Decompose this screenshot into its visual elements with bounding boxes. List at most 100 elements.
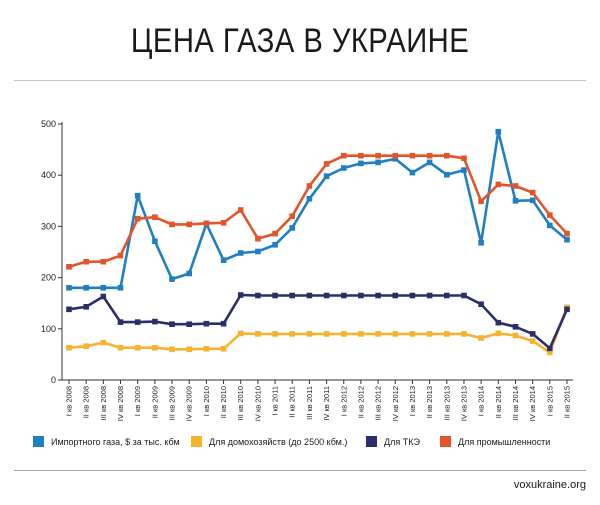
chart-legend: Импортного газа, $ за тыс. кбм Для домох… [0,436,600,452]
series-point-0 [169,276,175,282]
series-point-2 [323,292,330,299]
y-tick-label: 200 [41,273,56,283]
x-tick-label: I кв 2015 [545,386,554,416]
chart-axes: 0 100 200 300 400 500 I кв 2008 II кв 2008 III к… [41,119,573,421]
series-point-2 [186,321,192,327]
series-point-0 [341,165,347,171]
series-point-1 [220,346,227,352]
series-point-3 [203,220,210,227]
series-point-3 [529,189,536,196]
x-tick-label: IV кв 2013 [459,386,468,421]
series-point-1 [529,338,536,344]
series-point-1 [306,331,313,337]
series-point-3 [564,230,570,237]
series-point-0 [409,169,416,176]
series-point-3 [255,235,261,242]
x-tick-label: II кв 2013 [425,386,434,418]
series-point-0 [152,238,158,244]
line-chart: 0 100 200 300 400 500 I кв 2008 II кв 2008 III к… [41,119,573,421]
series-point-0 [564,236,570,243]
series-point-3 [323,161,330,167]
x-tick-label: II кв 2009 [150,386,159,418]
series-point-1 [100,339,107,346]
series-point-2 [289,292,295,299]
series-point-1 [203,346,210,352]
x-tick-label: IV кв 2010 [253,386,262,421]
series-point-0 [186,270,192,277]
series-line-0 [69,130,568,290]
x-tick-label: II кв 2014 [494,386,503,418]
legend-label-households: Для домохозяйств (до 2500 кбм.) [209,436,348,447]
series-point-3 [512,183,519,189]
series-point-2 [495,319,502,326]
series-point-3 [186,221,192,228]
x-tick-label: III кв 2011 [305,386,314,420]
x-tick-label: II кв 2010 [219,386,228,418]
series-point-1 [547,349,553,356]
series-point-3 [341,152,347,159]
legend-swatch-households [191,436,202,447]
y-tick-label: 400 [41,170,56,180]
series-point-0 [547,222,553,229]
series-point-3 [152,214,158,220]
series-point-2 [409,292,416,299]
legend-item-import: Импортного газа, $ за тыс. кбм [33,436,180,447]
series-point-0 [306,196,313,202]
legend-swatch-industry [440,436,451,447]
series-point-0 [289,225,295,231]
series-point-1 [169,346,175,353]
series-point-1 [341,331,347,337]
series-point-0 [220,257,227,263]
series-point-1 [461,331,467,337]
series-point-0 [117,285,124,291]
series-point-3 [100,258,107,265]
x-tick-label: I кв 2011 [271,386,280,416]
series-point-1 [152,344,158,351]
series-points [66,128,570,356]
series-point-3 [375,152,381,159]
series-point-1 [255,331,261,337]
x-tick-label: III кв 2012 [374,386,383,420]
series-point-0 [83,285,89,291]
legend-label-industry: Для промышленности [458,436,551,447]
series-point-0 [392,156,399,162]
series-point-0 [444,171,450,178]
x-tick-label: IV кв 2009 [185,386,194,421]
series-point-1 [512,332,519,339]
series-point-3 [358,152,364,159]
legend-label-tke: Для ТКЭ [384,436,420,447]
series-point-1 [186,346,192,353]
series-point-1 [495,330,502,337]
x-tick-label: IV кв 2008 [116,386,125,421]
x-tick-label: IV кв 2011 [322,386,331,421]
x-tick-label: I кв 2012 [339,386,348,416]
x-tick-label: I кв 2009 [133,386,142,416]
series-point-0 [375,159,381,166]
page-title: ЦЕНА ГАЗА В УКРАИНЕ [130,22,470,60]
legend-swatch-import [33,436,44,447]
series-point-2 [306,292,313,299]
legend-label-import: Импортного газа, $ за тыс. кбм [51,436,180,447]
series-point-1 [392,331,399,337]
series-point-1 [478,335,484,341]
series-point-3 [289,213,295,219]
x-tick-label: III кв 2008 [99,386,108,420]
series-point-2 [203,320,210,327]
series-point-0 [237,250,244,256]
series-point-2 [134,319,141,325]
series-point-1 [117,344,124,351]
series-point-3 [426,152,433,159]
series-point-0 [495,128,502,135]
series-point-3 [169,221,175,228]
series-point-2 [564,306,570,313]
x-tick-label: III кв 2009 [168,386,177,420]
series-point-2 [66,306,72,313]
series-point-2 [444,292,450,299]
x-tick-label: I кв 2013 [408,386,417,416]
series-point-1 [358,331,364,337]
x-tick-label: III кв 2010 [236,386,245,420]
series-point-2 [220,320,227,327]
series-point-2 [461,292,467,299]
series-point-0 [272,242,278,248]
series-point-0 [66,285,72,291]
